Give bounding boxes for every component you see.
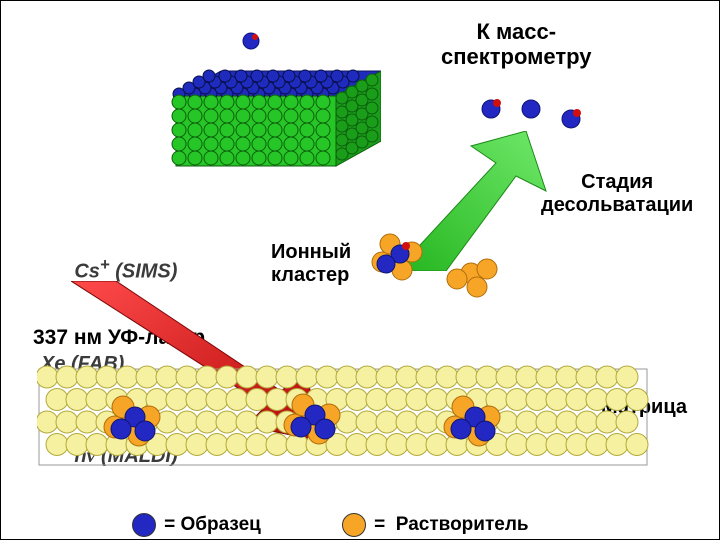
legend-sample: = Образец [111, 491, 261, 559]
legend-solvent: = Растворитель [321, 491, 529, 559]
solvent-dot-icon [342, 513, 366, 537]
sample-dot-icon [132, 513, 156, 537]
sample-legend-text: = Образец [164, 514, 261, 535]
matrix-panel [37, 363, 653, 473]
solvent-legend-text: = Растворитель [374, 514, 528, 535]
slide: К масс- спектрометру Стадия десольватаци… [0, 0, 720, 540]
